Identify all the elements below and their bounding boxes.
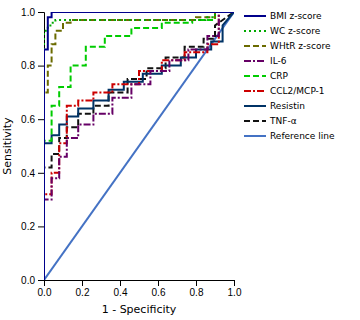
y-axis-tick: 0.0: [21, 275, 44, 286]
legend-swatch: [244, 15, 266, 17]
series-line: [44, 12, 234, 280]
y-axis-tick-mark: [38, 12, 44, 13]
x-axis-tick: 1.0: [228, 280, 242, 298]
lines: [44, 12, 234, 280]
x-axis-tick-mark: [82, 280, 83, 286]
legend-label: WHtR z-score: [270, 41, 331, 51]
legend-label: CRP: [270, 71, 289, 81]
y-axis: 0.0 0.2 0.4 0.6 0.8 1.0: [21, 7, 44, 286]
y-axis-tick: 1.0: [21, 7, 44, 18]
legend-swatch: [244, 30, 266, 32]
legend-swatch: [244, 75, 266, 77]
y-axis-tick-label: 0.8: [21, 60, 35, 71]
legend-item: WC z-score: [244, 26, 321, 36]
x-axis-tick-mark: [196, 280, 197, 286]
y-axis-tick-mark: [38, 280, 44, 281]
x-axis-tick: 0.8: [190, 280, 204, 298]
y-axis-tick-label: 0.2: [21, 221, 35, 232]
legend-label: BMI z-score: [270, 11, 322, 21]
y-axis-tick: 0.8: [21, 60, 44, 71]
legend-item: CRP: [244, 71, 289, 81]
series-line: [44, 12, 234, 280]
legend-item: BMI z-score: [244, 11, 322, 21]
legend-swatch: [244, 45, 266, 47]
legend: BMI z-score WC z-score WHtR z-score IL-6 CRP…: [244, 11, 335, 141]
legend-label: CCL2/MCP-1: [270, 86, 325, 96]
legend-label: WC z-score: [270, 26, 321, 36]
series-line: [44, 12, 234, 280]
chart: 0.0 0.2 0.4 0.6 0.8 1.0 0.0 0.2 0.4 0.6 0.8 1.0 1 - …: [0, 0, 360, 320]
legend-item: Reference line: [244, 131, 335, 141]
x-axis-tick: 0.0: [38, 280, 52, 298]
y-axis-tick-label: 1.0: [21, 7, 35, 18]
legend-swatch: [244, 135, 266, 137]
x-axis-tick-mark: [158, 280, 159, 286]
legend-label: Resistin: [270, 101, 305, 111]
y-axis-tick-label: 0.0: [21, 275, 35, 286]
x-axis-tick-label: 0.2: [76, 287, 90, 298]
x-axis-tick-label: 0.6: [152, 287, 166, 298]
legend-item: IL-6: [244, 56, 287, 66]
x-axis-tick: 0.2: [76, 280, 90, 298]
legend-swatch: [244, 60, 266, 62]
series-line: [44, 12, 234, 280]
y-axis-line: [38, 13, 45, 281]
legend-swatch: [244, 120, 266, 122]
legend-swatch: [244, 90, 266, 92]
x-axis-tick-label: 0.4: [114, 287, 128, 298]
series-line: [44, 12, 234, 280]
y-axis-tick-label: 0.4: [21, 168, 35, 179]
y-axis-tick-mark: [38, 173, 44, 174]
legend-label: Reference line: [270, 131, 335, 141]
y-axis-tick-mark: [38, 66, 44, 67]
series-line: [44, 12, 234, 280]
y-axis-tick-mark: [38, 226, 44, 227]
x-axis-tick-label: 1.0: [228, 287, 242, 298]
y-axis-tick: 0.4: [21, 168, 44, 179]
legend-item: Resistin: [244, 101, 305, 111]
x-axis-tick: 0.6: [152, 280, 166, 298]
legend-label: TNF-α: [269, 116, 297, 126]
plot: 0.0 0.2 0.4 0.6 0.8 1.0 0.0 0.2 0.4 0.6 0.8 1.0 1 - …: [1, 7, 242, 316]
legend-item: TNF-α: [244, 116, 297, 126]
series-line: [44, 12, 234, 280]
y-axis-tick: 0.2: [21, 221, 44, 232]
legend-item: CCL2/MCP-1: [244, 86, 325, 96]
y-axis-tick-mark: [38, 119, 44, 120]
x-axis: 0.0 0.2 0.4 0.6 0.8 1.0: [38, 280, 242, 298]
series-line: [44, 12, 234, 280]
x-axis-tick: 0.4: [114, 280, 128, 298]
x-axis-tick-mark: [120, 280, 121, 286]
legend-label: IL-6: [270, 56, 287, 66]
y-axis-title: Sensitivity: [1, 117, 14, 175]
legend-swatch: [244, 105, 266, 107]
x-axis-tick-mark: [234, 280, 235, 286]
x-axis-line: [45, 281, 235, 287]
series-line: [44, 12, 234, 280]
y-axis-tick-label: 0.6: [21, 114, 35, 125]
x-axis-title: 1 - Specificity: [102, 303, 177, 316]
x-axis-tick-label: 0.0: [38, 287, 52, 298]
y-axis-tick: 0.6: [21, 114, 44, 125]
legend-item: WHtR z-score: [244, 41, 331, 51]
x-axis-tick-label: 0.8: [190, 287, 204, 298]
